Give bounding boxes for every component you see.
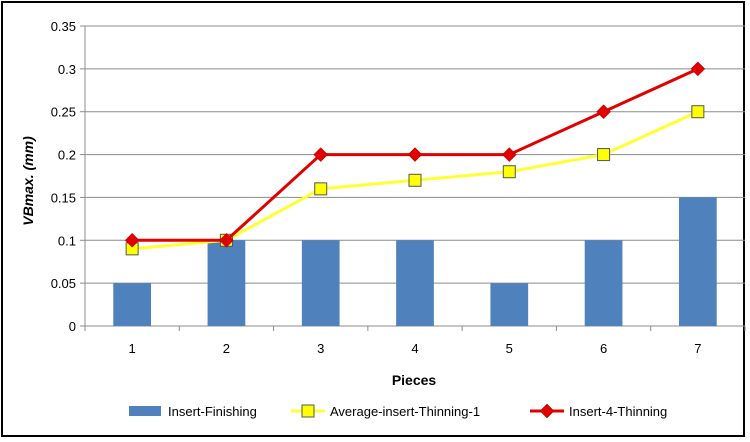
chart-frame <box>1 1 745 437</box>
bar-series <box>113 197 717 326</box>
point <box>407 147 423 162</box>
x-tick-label: 3 <box>317 341 324 356</box>
y-axis-label: VBmax. (mm) <box>20 136 36 226</box>
x-tick-labels: 1 2 3 4 5 6 7 <box>129 341 702 356</box>
line-series <box>124 61 706 256</box>
y-tick-label: 0 <box>69 319 76 334</box>
x-tick-label: 4 <box>411 341 418 356</box>
point <box>219 232 234 248</box>
bar <box>301 240 340 326</box>
legend-label: Insert-Finishing <box>168 404 257 419</box>
x-tick-label: 7 <box>694 341 701 356</box>
point <box>501 147 517 162</box>
point <box>124 232 140 248</box>
y-tick-label: 0.1 <box>58 233 76 248</box>
bar <box>396 240 434 326</box>
point <box>690 61 706 77</box>
y-tick-label: 0.05 <box>51 276 76 291</box>
x-tick-label: 6 <box>600 341 607 356</box>
point <box>408 173 422 187</box>
y-tick-label: 0.15 <box>51 190 76 205</box>
point <box>597 148 611 162</box>
x-tick-label: 2 <box>223 341 230 356</box>
y-tick-label: 0.2 <box>58 148 76 163</box>
point <box>502 165 516 179</box>
x-tick-label: 5 <box>506 341 513 356</box>
y-tick-label: 0.35 <box>51 19 76 34</box>
x-tick-label: 1 <box>129 341 136 356</box>
y-tick-label: 0.25 <box>51 105 76 120</box>
legend-label: Average-insert-Thinning-1 <box>330 404 480 419</box>
legend-label: Insert-4-Thinning <box>569 404 667 419</box>
point <box>314 182 328 196</box>
point <box>539 403 555 419</box>
bar <box>207 240 246 326</box>
point <box>596 104 611 120</box>
bar <box>584 240 623 326</box>
bar <box>113 283 151 326</box>
bar <box>490 283 529 326</box>
point <box>313 147 329 162</box>
point <box>691 105 705 119</box>
y-tick-labels: 0 0.05 0.1 0.15 0.2 0.25 0.3 0.35 <box>51 19 76 334</box>
legend: Insert-Finishing Average-insert-Thinning-… <box>129 403 667 419</box>
x-axis-label: Pieces <box>392 372 437 388</box>
y-tick-label: 0.3 <box>58 62 76 77</box>
bar <box>679 197 717 326</box>
point <box>301 404 315 418</box>
legend-swatch <box>129 406 161 416</box>
